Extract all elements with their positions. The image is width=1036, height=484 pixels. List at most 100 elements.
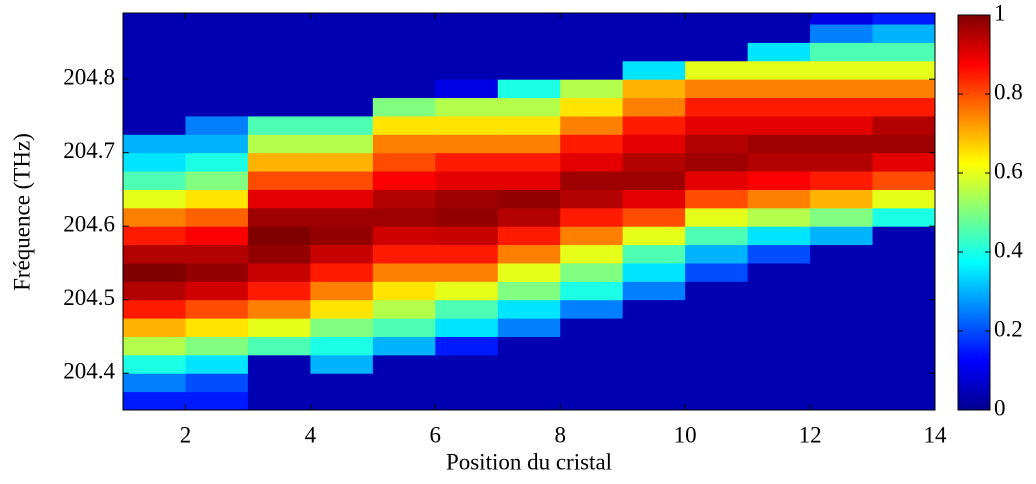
heatmap-cell — [372, 244, 436, 264]
heatmap-cell — [810, 318, 874, 337]
heatmap-cell — [247, 97, 311, 117]
heatmap-cell — [310, 24, 374, 43]
heatmap-cell — [810, 79, 874, 99]
colorbar-tick-label: 0.4 — [994, 237, 1023, 262]
heatmap-cell — [497, 189, 561, 209]
heatmap-cell — [872, 354, 936, 374]
heatmap-cell — [310, 244, 374, 264]
x-tick-label: 8 — [554, 422, 566, 447]
heatmap-cell — [435, 207, 499, 227]
y-tick-label: 204.7 — [63, 138, 115, 163]
heatmap-cell — [123, 97, 186, 117]
heatmap-cell — [372, 152, 436, 172]
heatmap-cell — [622, 244, 686, 264]
heatmap-cell — [310, 152, 374, 172]
heatmap-cell — [185, 189, 249, 209]
heatmap-cell — [435, 152, 499, 172]
heatmap-cell — [372, 354, 436, 374]
heatmap-cell — [372, 97, 436, 117]
heatmap-cell — [685, 171, 749, 190]
heatmap-cell — [123, 336, 186, 356]
heatmap-cell — [372, 262, 436, 282]
heatmap-cell — [435, 79, 499, 99]
heatmap-cell — [435, 299, 499, 319]
heatmap-cell — [310, 262, 374, 282]
heatmap-cell — [622, 354, 686, 374]
heatmap-cell — [123, 115, 186, 135]
heatmap-cell — [497, 24, 561, 43]
heatmap-cell — [872, 299, 936, 319]
heatmap-cell — [747, 97, 811, 117]
colorbar-tick-label: 0.8 — [994, 79, 1023, 104]
heatmap-cell — [310, 134, 374, 154]
heatmap-cell — [247, 318, 311, 337]
heatmap-cell — [497, 262, 561, 282]
heatmap-cell — [123, 24, 186, 43]
heatmap-cell — [685, 226, 749, 246]
x-tick-label: 12 — [799, 422, 822, 447]
heatmap-cell — [622, 281, 686, 301]
heatmap-cell — [185, 391, 249, 411]
heatmap-cell — [872, 152, 936, 172]
heatmap-cell — [497, 42, 561, 62]
heatmap-cell — [560, 281, 624, 301]
heatmap-cell — [185, 336, 249, 356]
heatmap-cell — [747, 134, 811, 154]
heatmap-cell — [497, 60, 561, 80]
heatmap-cell — [435, 171, 499, 190]
heatmap-cell — [372, 60, 436, 80]
heatmap-cell — [810, 354, 874, 374]
heatmap-cell — [310, 354, 374, 374]
heatmap-cell — [435, 134, 499, 154]
heatmap-cell — [622, 336, 686, 356]
heatmap-cell — [310, 97, 374, 117]
heatmap-cell — [560, 318, 624, 337]
heatmap-cell — [685, 152, 749, 172]
heatmap-cell — [247, 244, 311, 264]
heatmap-cell — [872, 244, 936, 264]
heatmap-cell — [247, 115, 311, 135]
y-tick-label: 204.6 — [63, 211, 115, 236]
heatmap-cell — [497, 244, 561, 264]
heatmap-cell — [560, 97, 624, 117]
heatmap-cell — [872, 97, 936, 117]
heatmap-cell — [497, 281, 561, 301]
heatmap-cell — [872, 318, 936, 337]
heatmap-cell — [685, 189, 749, 209]
heatmap-cell — [560, 189, 624, 209]
heatmap-cell — [747, 60, 811, 80]
heatmap-cell — [622, 262, 686, 282]
heatmap-cell — [185, 299, 249, 319]
x-tick-label: 6 — [430, 422, 442, 447]
heatmap-cell — [497, 134, 561, 154]
heatmap-cell — [435, 115, 499, 135]
heatmap-cell — [685, 299, 749, 319]
heatmap-cell — [310, 281, 374, 301]
heatmap-cell — [123, 60, 186, 80]
heatmap-cell — [685, 207, 749, 227]
heatmap-cell — [497, 354, 561, 374]
heatmap-cell — [185, 207, 249, 227]
heatmap-cell — [372, 318, 436, 337]
heatmap-cell — [497, 115, 561, 135]
plot-frame — [122, 12, 936, 411]
heatmap-cell — [247, 281, 311, 301]
heatmap-cell — [123, 262, 186, 282]
heatmap-cell — [123, 207, 186, 227]
heatmap-cell — [685, 97, 749, 117]
heatmap-cell — [185, 24, 249, 43]
heatmap-cell — [247, 207, 311, 227]
heatmap-cell — [622, 79, 686, 99]
heatmap-cell — [685, 336, 749, 356]
heatmap-cell — [247, 24, 311, 43]
heatmap-cell — [247, 171, 311, 190]
heatmap-cell — [123, 152, 186, 172]
heatmap-cell — [310, 226, 374, 246]
heatmap-cell — [497, 79, 561, 99]
heatmap-cell — [747, 152, 811, 172]
heatmap-cell — [372, 373, 436, 393]
heatmap-cell — [185, 115, 249, 135]
heatmap-cell — [247, 42, 311, 62]
heatmap-cell — [872, 207, 936, 227]
heatmap-cell — [247, 262, 311, 282]
